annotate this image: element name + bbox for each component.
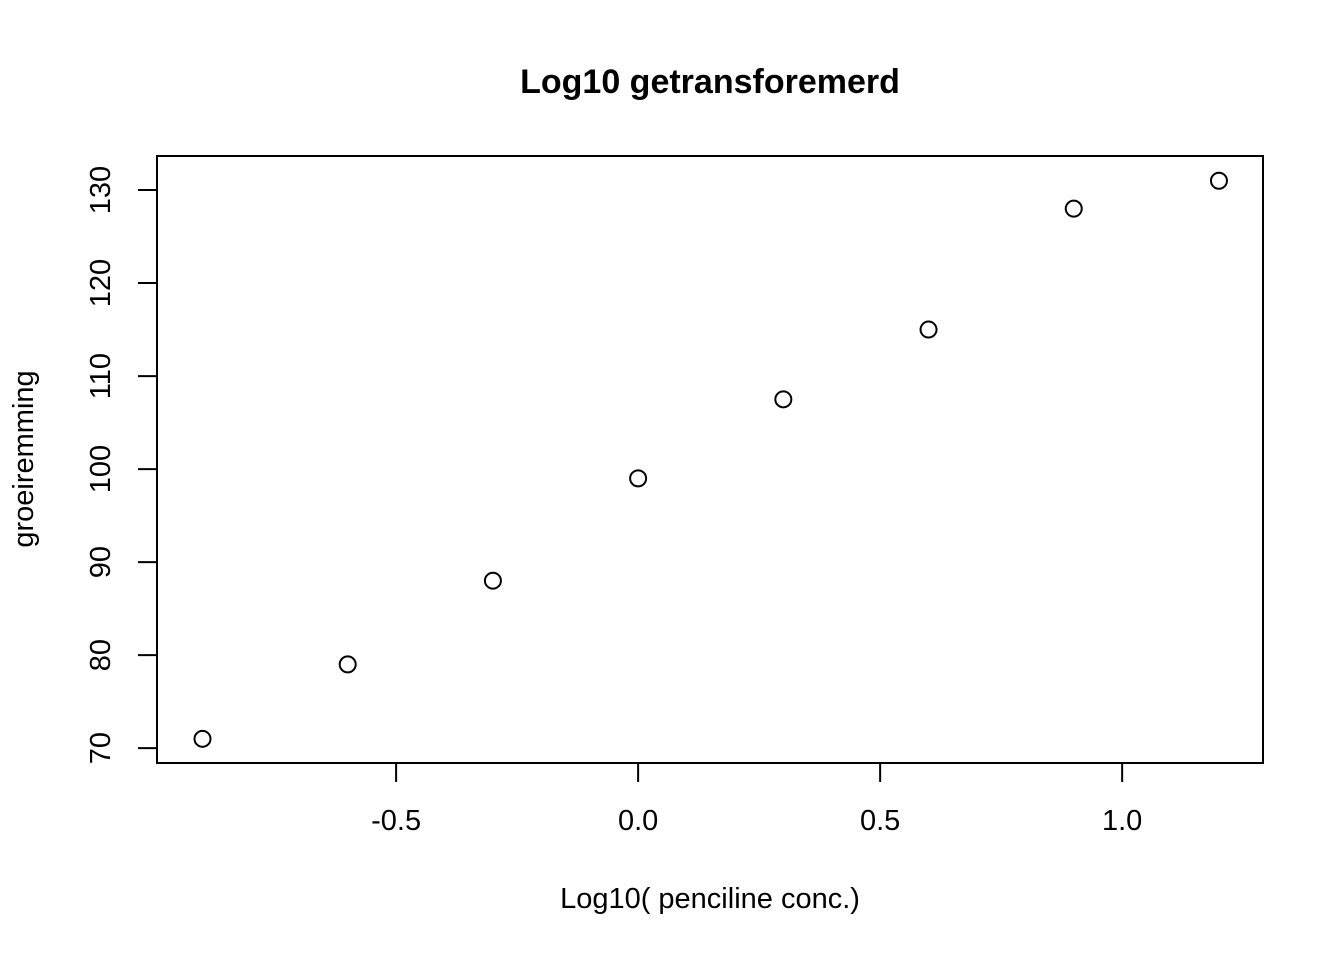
y-tick-label: 90 [85,546,117,578]
chart-title: Log10 getransforemerd [520,63,900,101]
y-tick-label: 80 [85,639,117,671]
x-tick-label: 0.0 [618,805,658,837]
data-point [483,571,502,590]
data-point [1209,171,1228,190]
data-points [193,171,1228,748]
y-axis-ticks: 70 80 90 100 110 120 130 [85,166,157,764]
data-point [774,390,793,409]
y-tick-label: 130 [85,166,117,214]
x-axis-label: Log10( penciline conc.) [560,883,860,915]
data-point [193,729,212,748]
y-tick-label: 120 [85,259,117,307]
y-tick-label: 70 [85,732,117,764]
x-axis-ticks: -0.5 0.0 0.5 1.0 [371,763,1142,837]
x-tick-label: 0.5 [860,805,900,837]
x-tick-label: -0.5 [371,805,421,837]
data-point [629,469,648,488]
y-tick-label: 110 [85,353,117,399]
data-point [1064,199,1083,218]
y-axis-label: groeiremming [8,370,40,547]
data-point [338,655,357,674]
y-tick-label: 100 [85,445,117,493]
x-tick-label: 1.0 [1102,805,1142,837]
data-point [919,320,938,339]
plot-border [156,155,1264,764]
